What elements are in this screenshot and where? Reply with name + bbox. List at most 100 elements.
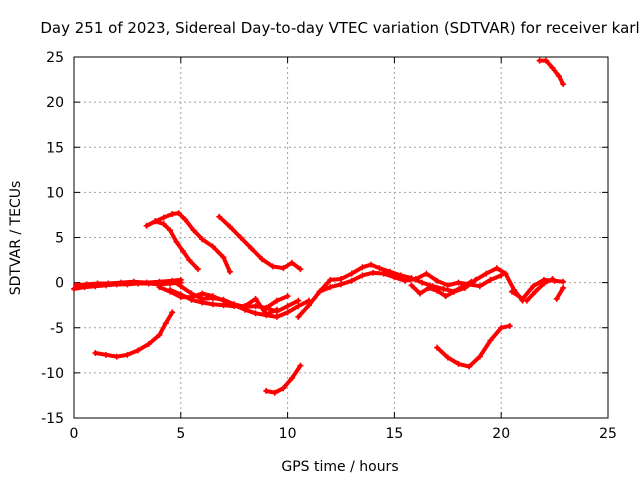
data-point	[288, 375, 295, 382]
data-point	[284, 303, 291, 310]
y-tick-label: -10	[41, 366, 64, 382]
grid-lines	[74, 57, 608, 418]
data-point	[209, 243, 216, 250]
chart-title: Day 251 of 2023, Sidereal Day-to-day VTE…	[40, 19, 639, 37]
series-arc-12	[295, 261, 526, 320]
data-point	[553, 295, 560, 302]
data-point	[483, 270, 490, 277]
data-point	[425, 285, 432, 292]
data-point	[177, 283, 184, 290]
y-tick-label: 10	[46, 185, 64, 201]
data-point	[175, 210, 182, 217]
data-point	[167, 227, 174, 234]
data-point	[216, 213, 223, 220]
y-tick-label: 5	[55, 231, 64, 247]
data-point	[130, 278, 137, 285]
y-tick-label: 25	[46, 50, 64, 66]
x-tick-label: 20	[492, 426, 510, 442]
data-point	[263, 311, 270, 318]
data-point	[167, 286, 174, 293]
data-point	[327, 284, 334, 291]
series-arc-5	[152, 218, 201, 273]
data-point	[145, 340, 152, 347]
data-point	[530, 283, 537, 290]
data-point	[451, 288, 458, 295]
data-point	[248, 245, 255, 252]
data-point	[338, 276, 344, 283]
data-point	[173, 239, 180, 246]
data-point	[252, 295, 259, 302]
series-line	[296, 262, 525, 319]
data-point	[560, 278, 567, 285]
data-point	[273, 306, 280, 313]
data-point	[269, 263, 276, 270]
series-line	[554, 286, 566, 301]
data-point	[209, 301, 216, 308]
series-arc-14	[408, 278, 475, 300]
series-line	[524, 277, 555, 303]
data-point	[199, 290, 206, 297]
data-point	[549, 276, 556, 283]
data-arcs	[71, 57, 567, 396]
data-point	[408, 282, 415, 289]
data-point	[152, 218, 159, 225]
data-point	[143, 222, 150, 229]
data-point	[519, 295, 526, 302]
series-arc-17	[523, 276, 556, 304]
y-tick-label: 20	[46, 95, 64, 111]
x-tick-label: 0	[70, 426, 79, 442]
data-point	[434, 344, 441, 351]
data-point	[455, 360, 462, 367]
data-point	[316, 288, 323, 295]
y-tick-label: 15	[46, 140, 64, 156]
data-point	[263, 304, 270, 311]
data-point	[177, 276, 184, 283]
data-point	[380, 270, 387, 277]
data-point	[179, 248, 186, 255]
data-point	[419, 279, 426, 286]
data-point	[367, 261, 374, 268]
data-point	[508, 288, 515, 295]
data-point	[295, 297, 302, 304]
data-point	[295, 313, 302, 320]
data-point	[560, 81, 567, 88]
data-point	[231, 303, 238, 310]
x-tick-label: 10	[279, 426, 297, 442]
data-point	[391, 274, 398, 281]
data-point	[506, 322, 513, 329]
y-tick-label: 0	[55, 276, 64, 292]
x-axis-label: GPS time / hours	[281, 459, 398, 475]
data-point	[73, 282, 80, 289]
data-point	[370, 269, 377, 276]
data-point	[226, 268, 233, 275]
series-arc-11	[263, 293, 291, 311]
data-point	[71, 285, 77, 292]
data-point	[103, 351, 110, 358]
data-point	[338, 281, 344, 288]
data-point	[194, 266, 201, 273]
y-tick-label: -15	[41, 411, 64, 427]
data-point	[402, 277, 409, 284]
data-point	[160, 214, 167, 221]
x-tick-label: 5	[176, 426, 185, 442]
data-point	[549, 64, 556, 71]
data-point	[190, 227, 197, 234]
data-point	[543, 57, 550, 64]
data-point	[105, 280, 112, 287]
data-point	[252, 310, 259, 317]
data-point	[199, 236, 206, 243]
data-point	[169, 211, 176, 218]
series-arc-19	[536, 57, 567, 88]
data-point	[476, 353, 483, 360]
data-point	[295, 303, 302, 310]
data-point	[209, 293, 216, 300]
data-point	[273, 313, 280, 320]
series-line	[74, 277, 183, 288]
data-point	[540, 280, 547, 287]
data-point	[177, 291, 184, 298]
data-point	[498, 272, 505, 279]
data-point	[455, 279, 462, 286]
data-point	[113, 353, 120, 360]
data-point	[417, 290, 424, 297]
data-point	[241, 303, 248, 310]
